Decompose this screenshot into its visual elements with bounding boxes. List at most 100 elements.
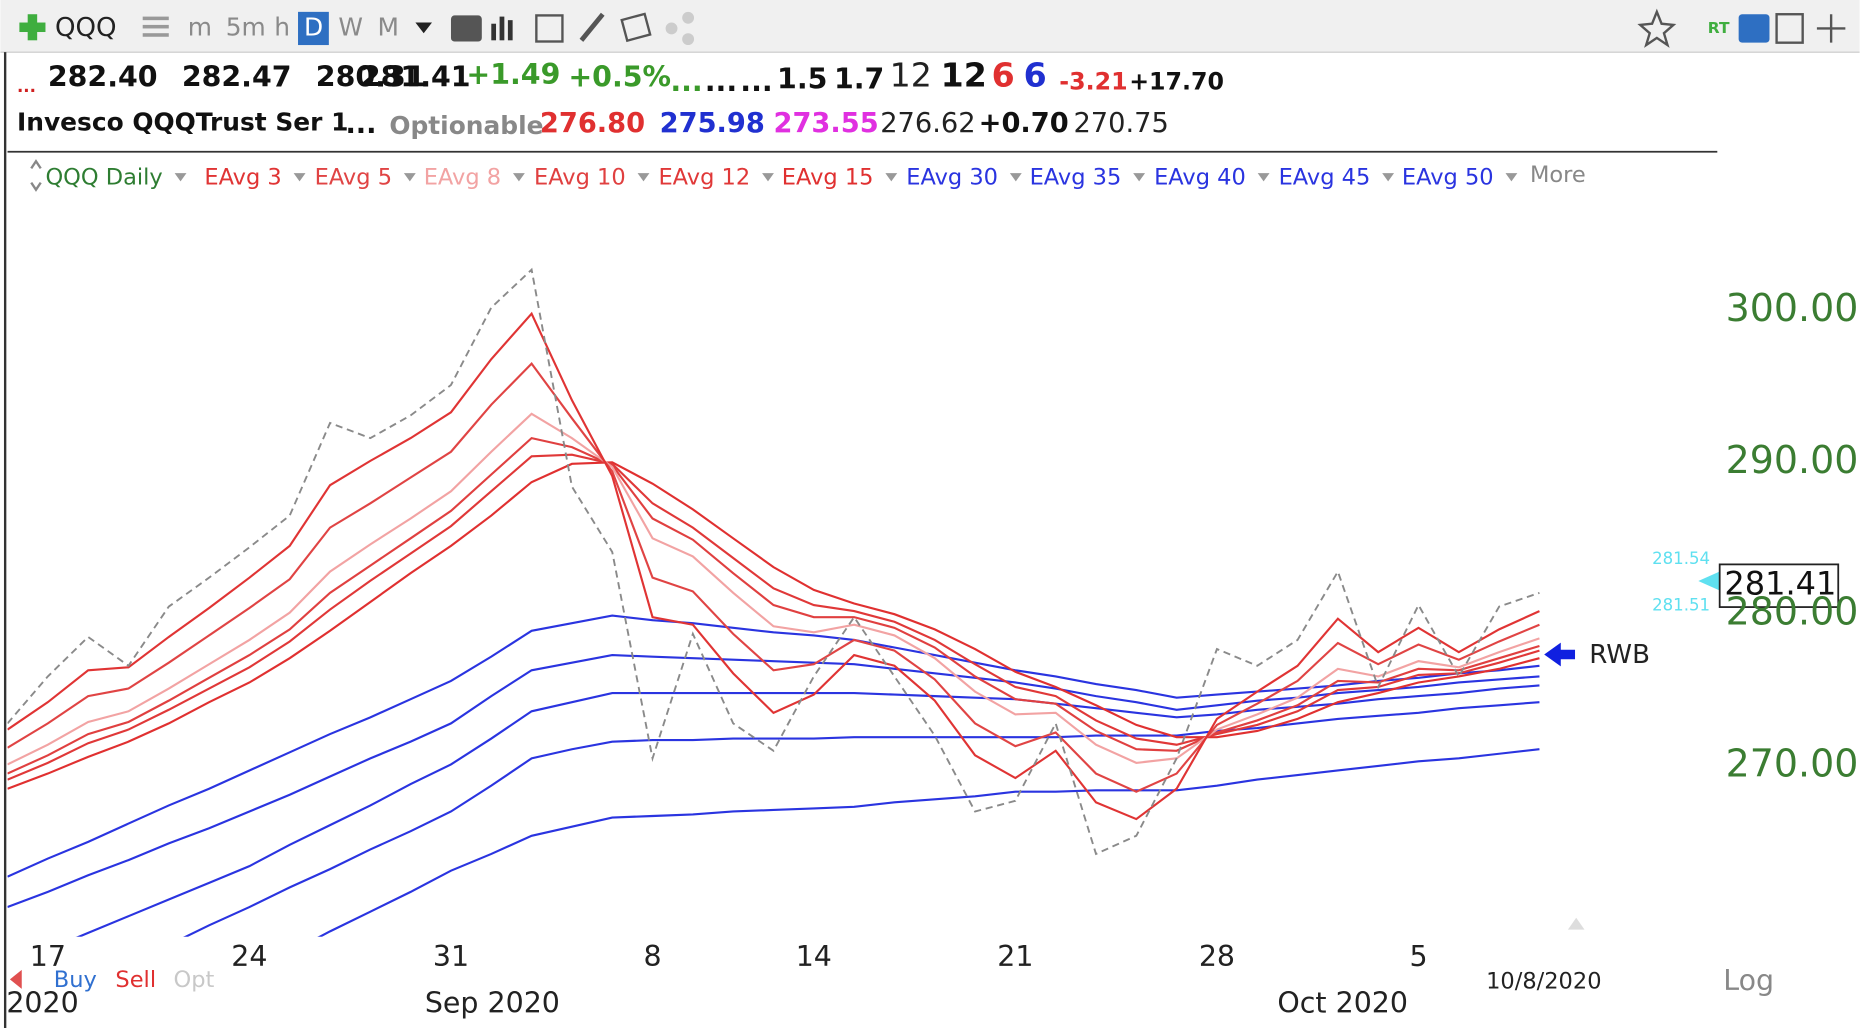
quote-field: 280.31 — [316, 60, 426, 93]
x-tick-label: 28 — [1199, 940, 1235, 973]
note-icon[interactable] — [620, 12, 652, 43]
y-tick-label: 300.00 — [1726, 286, 1859, 330]
quote-field: 282.47 — [182, 60, 292, 93]
quote-field: 12 — [941, 56, 987, 95]
series-line — [76, 684, 1540, 937]
legend-entry[interactable]: EAvg 12 — [658, 164, 750, 190]
series-line — [7, 436, 1540, 775]
tool-icon[interactable] — [450, 15, 482, 42]
quote-field: 6 — [992, 56, 1015, 95]
save-icon[interactable] — [1775, 13, 1804, 44]
legend-entry[interactable]: EAvg 40 — [1154, 164, 1246, 190]
legend-entry[interactable]: EAvg 8 — [424, 164, 501, 190]
rwb-arrow — [1544, 642, 1576, 667]
bars-icon[interactable] — [491, 16, 513, 41]
quote-field: 275.98 — [660, 108, 765, 139]
legend-entry[interactable]: EAvg 35 — [1030, 164, 1122, 190]
opt-button[interactable]: Opt — [174, 967, 215, 993]
legend-entry[interactable]: EAvg 15 — [782, 164, 874, 190]
dropdown-arrow[interactable] — [415, 22, 433, 34]
quote-field: +17.70 — [1129, 67, 1224, 95]
quote-field: 1.5 — [777, 63, 827, 96]
legend-entry[interactable]: EAvg 45 — [1279, 164, 1371, 190]
legend-dropdown — [1382, 173, 1395, 182]
security-name: Invesco QQQTrust Ser 1 — [17, 107, 348, 136]
quote-field: ... — [705, 65, 737, 98]
quote-field: 276.80 — [540, 108, 645, 139]
quote-field: Optionable — [389, 111, 543, 140]
legend-entry[interactable]: QQQ Daily — [45, 164, 162, 190]
ask-label: 281.54 — [1652, 549, 1710, 568]
legend-dropdown — [1257, 173, 1270, 182]
bid-label: 281.51 — [1652, 595, 1710, 614]
buy-button[interactable]: Buy — [54, 967, 97, 993]
plot-area — [7, 267, 1540, 937]
quote-field: +1.49 — [466, 58, 560, 91]
quote-field: ... — [740, 65, 772, 98]
quote-field: ... — [670, 65, 702, 98]
quote-field: 282.40 — [48, 60, 158, 93]
legend-dropdown — [293, 173, 306, 182]
y-tick-label: 270.00 — [1726, 741, 1859, 785]
legend-dropdown — [1009, 173, 1022, 182]
move-icon[interactable] — [1816, 14, 1846, 43]
quote-field: 1.7 — [834, 63, 884, 96]
legend-dropdown — [1133, 173, 1146, 182]
month-label: Oct 2020 — [1277, 986, 1408, 1019]
table-icon[interactable] — [535, 14, 564, 43]
price-box — [1718, 563, 1840, 608]
legend-dropdown — [1505, 173, 1518, 182]
annotation: RWB — [1589, 640, 1650, 670]
x-tick-label: 8 — [643, 940, 661, 973]
trade-icon[interactable] — [9, 969, 22, 989]
legend-entry[interactable]: EAvg 30 — [906, 164, 998, 190]
legend-entry[interactable]: EAvg 3 — [204, 164, 281, 190]
series-line — [7, 461, 1540, 790]
price-label: 281.41 — [1724, 565, 1836, 603]
legend-dropdown — [512, 173, 525, 182]
legend-entry[interactable]: EAvg 10 — [534, 164, 626, 190]
share-icon[interactable] — [665, 11, 695, 46]
x-tick-label: 24 — [231, 940, 267, 973]
list-icon[interactable] — [142, 16, 169, 37]
star-icon[interactable] — [1637, 8, 1677, 48]
series-line — [7, 362, 1540, 793]
x-tick-label: 14 — [796, 940, 832, 973]
y-tick-label: 290.00 — [1726, 438, 1859, 482]
series-line — [7, 267, 1540, 856]
legend-entry[interactable]: EAvg 50 — [1402, 164, 1494, 190]
month-label: Sep 2020 — [425, 986, 560, 1019]
scan-icon[interactable] — [1738, 14, 1770, 43]
series-line — [7, 453, 1540, 781]
quote-field: -3.21 — [1059, 67, 1127, 95]
legend-entry[interactable]: EAvg 5 — [315, 164, 392, 190]
interval-button[interactable]: M — [377, 12, 398, 41]
interval-button[interactable]: h — [274, 12, 290, 41]
year-label: 2020 — [6, 986, 78, 1019]
x-tick-label: 17 — [30, 940, 66, 973]
x-tick-label: 5 — [1409, 940, 1427, 973]
quote-field: ... — [17, 77, 36, 96]
interval-button[interactable]: 5m — [226, 12, 266, 41]
realtime-label[interactable]: RT — [1708, 19, 1730, 37]
symbol[interactable]: QQQ — [55, 13, 117, 43]
add-icon[interactable] — [19, 14, 46, 41]
log-button[interactable]: Log — [1723, 964, 1774, 997]
interval-button[interactable]: W — [338, 12, 363, 41]
more-button[interactable]: More — [1530, 162, 1586, 188]
quote-field: 6 — [1024, 56, 1047, 95]
interval-selected — [298, 11, 329, 46]
series-line — [7, 311, 1540, 821]
series-line — [183, 701, 1540, 937]
draw-icon[interactable] — [579, 12, 605, 42]
sell-button[interactable]: Sell — [115, 967, 156, 993]
interval-button[interactable]: D — [304, 12, 323, 41]
legend-dropdown — [403, 173, 416, 182]
quote-field: +0.5% — [568, 60, 671, 93]
quote-field: 276.62 — [880, 108, 975, 139]
quote-field: 281.41 — [361, 60, 471, 93]
interval-button[interactable]: m — [188, 12, 212, 41]
legend-handle — [30, 159, 42, 192]
